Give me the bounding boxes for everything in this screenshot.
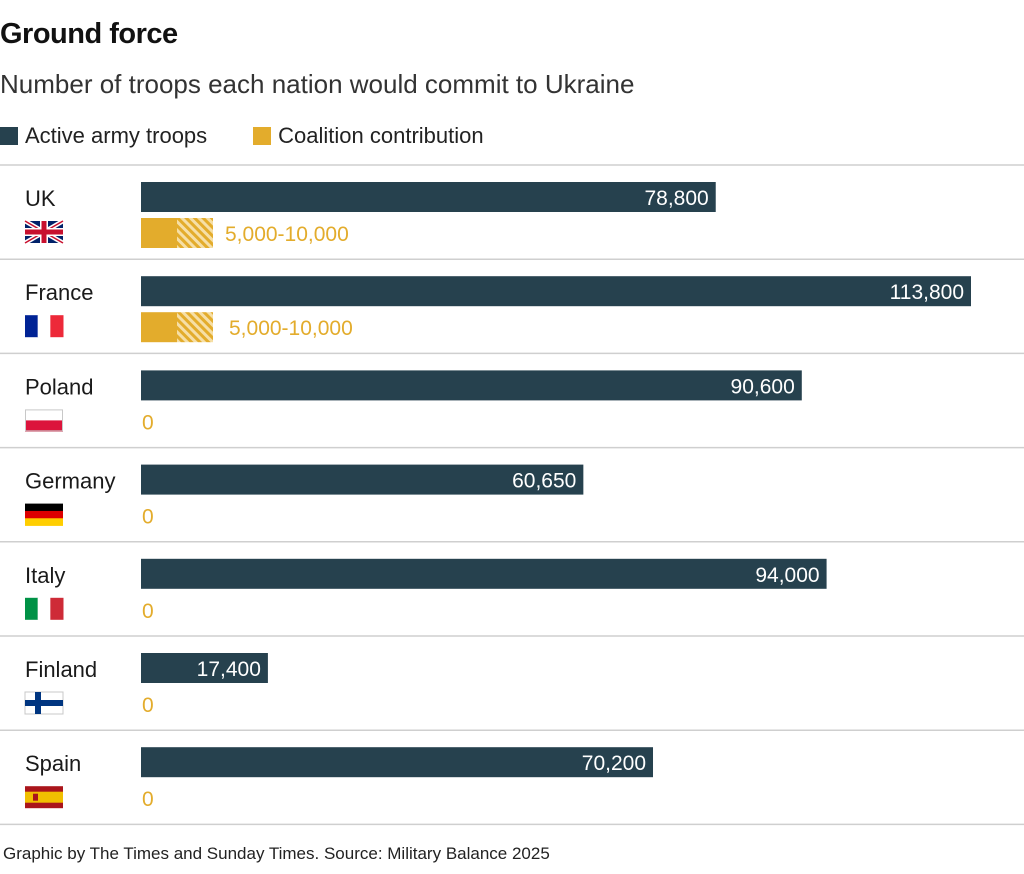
row-spain: Spain 70,200 0 xyxy=(0,747,1024,826)
coalition-value-label: 5,000-10,000 xyxy=(225,223,349,246)
active-troops-bar xyxy=(141,276,971,307)
active-troops-bar xyxy=(141,182,716,212)
coalition-range-bar xyxy=(177,312,213,343)
flag-italy-icon xyxy=(25,597,64,620)
row-france: France 113,800 5,000-10,000 xyxy=(0,276,1024,355)
active-troops-value-label: 70,200 xyxy=(582,752,646,775)
flag-germany-icon xyxy=(25,503,63,526)
coalition-value-label: 0 xyxy=(142,506,154,529)
active-troops-bar xyxy=(141,653,268,683)
active-troops-value-label: 60,650 xyxy=(512,470,576,493)
flag-uk-icon xyxy=(23,219,65,245)
active-troops-value-label: 113,800 xyxy=(890,281,964,304)
active-troops-bar xyxy=(141,747,654,778)
row-uk: UK 78,800 5,000-10,000 xyxy=(0,182,1024,260)
legend-label-active-troops: Active army troops xyxy=(25,123,208,148)
coalition-range-bar xyxy=(177,218,213,248)
active-troops-value-label: 78,800 xyxy=(644,187,708,210)
country-label: France xyxy=(25,280,93,305)
coalition-value-label: 0 xyxy=(142,694,154,717)
legend-swatch-active-troops xyxy=(0,127,18,145)
country-label: UK xyxy=(25,186,56,211)
active-troops-bar xyxy=(141,558,827,589)
legend: Active army troops Coalition contributio… xyxy=(0,122,530,150)
coalition-value-label: 0 xyxy=(142,411,154,434)
country-label: Germany xyxy=(25,469,115,494)
legend-item-coalition: Coalition contribution xyxy=(253,123,484,149)
row-germany: Germany 60,650 0 xyxy=(0,464,1024,543)
active-troops-value-label: 94,000 xyxy=(755,564,819,587)
coalition-min-bar xyxy=(141,218,177,248)
coalition-value-label: 5,000-10,000 xyxy=(229,317,353,340)
source-note: Graphic by The Times and Sunday Times. S… xyxy=(3,844,550,863)
row-poland: Poland 90,600 0 xyxy=(0,370,1024,449)
flag-france-icon xyxy=(25,315,64,338)
country-label: Spain xyxy=(25,751,81,776)
country-label: Italy xyxy=(25,563,65,588)
country-label: Poland xyxy=(25,374,94,399)
country-label: Finland xyxy=(25,657,97,682)
flag-finland-icon xyxy=(24,691,64,715)
active-troops-value-label: 90,600 xyxy=(731,375,795,398)
coalition-min-bar xyxy=(141,312,177,343)
row-italy: Italy 94,000 0 xyxy=(0,558,1024,637)
legend-swatch-coalition xyxy=(253,127,272,145)
legend-label-coalition: Coalition contribution xyxy=(278,123,484,148)
active-troops-bar xyxy=(141,464,584,495)
chart-subtitle: Number of troops each nation would commi… xyxy=(0,69,635,99)
active-troops-bar xyxy=(141,370,802,401)
coalition-value-label: 0 xyxy=(142,788,154,811)
row-finland: Finland 17,400 0 xyxy=(0,653,1024,731)
chart-title: Ground force xyxy=(0,18,178,50)
coalition-value-label: 0 xyxy=(142,600,154,623)
active-troops-value-label: 17,400 xyxy=(197,658,261,681)
flag-poland-icon xyxy=(25,409,63,432)
legend-item-active-troops: Active army troops xyxy=(0,123,207,149)
flag-spain-icon xyxy=(25,786,63,809)
